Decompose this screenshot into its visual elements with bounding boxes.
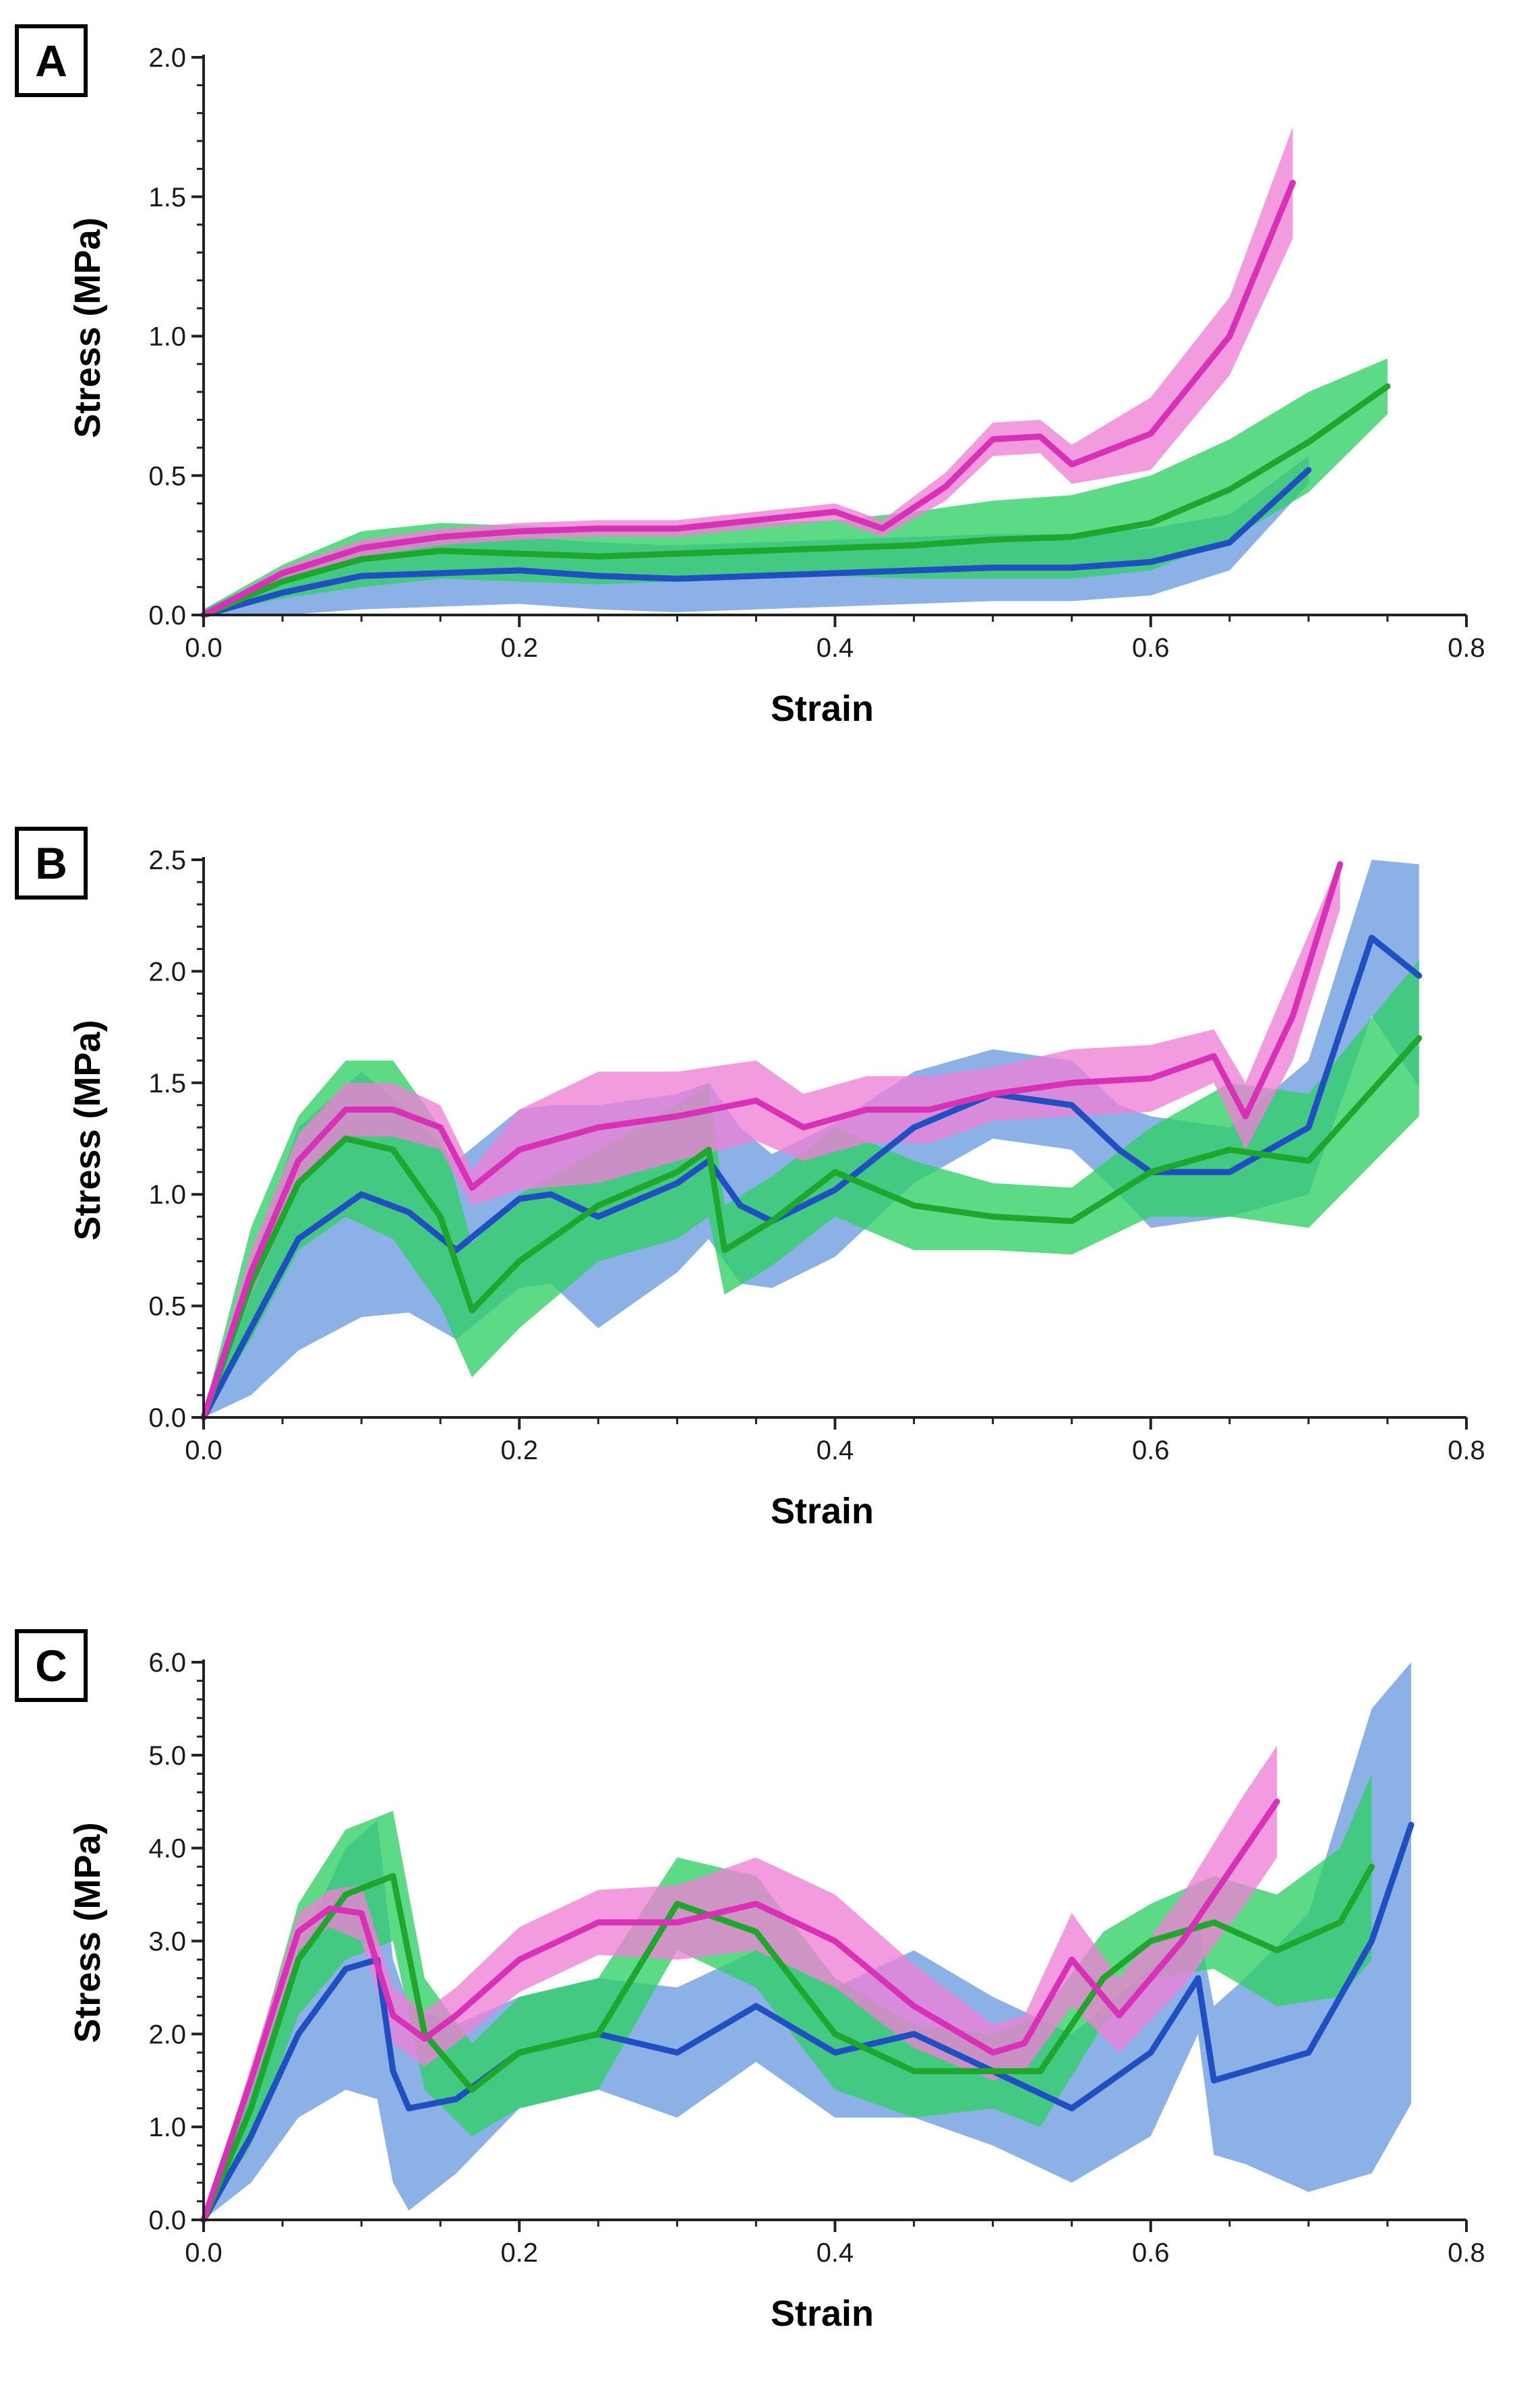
panel-c-magenta-line: [200, 1798, 1280, 2223]
panel-a-y-tick-label: 1.5: [148, 183, 186, 212]
panel-c-y-tick-label: 6.0: [148, 1648, 186, 1678]
panel-a-plot: 0.0 0.2 0.4 0.6 0.8 0.0 0.5 1.0 1.5 2.0: [148, 43, 1485, 663]
panel-a: 0.0 0.2 0.4 0.6 0.8 0.0 0.5 1.0 1.5 2.0 A Stress …: [0, 0, 1519, 802]
panel-c-y-tick-label: 3.0: [148, 1927, 186, 1957]
panel-b-green-line: [200, 1035, 1423, 1421]
panel-a-blue-line: [200, 467, 1312, 618]
panel-b-magenta-band: [204, 860, 1340, 1417]
panel-b-blue-line: [200, 935, 1423, 1421]
panel-c-plot: 0.0 0.2 0.4 0.6 0.8 0.0 1.0 2.0 3.0 4.0 5.0 6.0: [148, 1648, 1485, 2268]
panel-a-magenta-line: [200, 179, 1296, 618]
panel-a-x-axis-title: Strain: [771, 688, 874, 729]
panel-c-x-tick-label: 0.2: [500, 2238, 538, 2268]
panel-a-green-line: [200, 383, 1391, 618]
panel-a-y-tick-label: 1.0: [148, 322, 186, 352]
panel-c-label: C: [15, 1629, 88, 1702]
panel-c-blue-line: [200, 1821, 1414, 2223]
panel-a-x-tick-label: 0.2: [500, 633, 538, 663]
panel-c-magenta-band: [204, 1746, 1278, 2220]
panel-a-y-tick-label: 2.0: [148, 43, 186, 73]
panel-b-plot: 0.0 0.2 0.4 0.6 0.8 0.0 0.5 1.0 1.5 2.0 2.5: [148, 846, 1485, 1465]
panel-c-x-tick-label: 0.0: [185, 2238, 222, 2268]
panel-c-green-band: [204, 1773, 1372, 2220]
panel-b: 0.0 0.2 0.4 0.6 0.8 0.0 0.5 1.0 1.5 2.0 2.5 B Stre…: [0, 802, 1519, 1605]
panel-b-x-tick-label: 0.8: [1448, 1436, 1485, 1465]
panel-c-y-axis-title: Stress (MPa): [67, 1822, 108, 2043]
panel-a-label: A: [15, 24, 88, 97]
panel-c-x-tick-label: 0.4: [816, 2238, 854, 2268]
panel-a-y-tick-label: 0.5: [148, 461, 186, 491]
panel-c-y-tick-label: 1.0: [148, 2113, 186, 2142]
panel-c-x-tick-label: 0.6: [1132, 2238, 1170, 2268]
panel-b-y-tick-label: 0.5: [148, 1292, 186, 1322]
panel-b-y-tick-label: 0.0: [148, 1403, 186, 1433]
panel-c-x-tick-label: 0.8: [1448, 2238, 1485, 2268]
panel-c-y-tick-label: 4.0: [148, 1834, 186, 1864]
panel-b-y-tick-label: 1.0: [148, 1180, 186, 1210]
panel-a-x-tick-label: 0.8: [1448, 633, 1485, 663]
panel-c-y-tick-label: 5.0: [148, 1741, 186, 1771]
panel-c-y-tick-label: 0.0: [148, 2206, 186, 2235]
panel-a-y-tick-label: 0.0: [148, 601, 186, 630]
panel-b-x-tick-label: 0.4: [816, 1436, 854, 1465]
panel-c-y-tick-label: 2.0: [148, 2020, 186, 2049]
panel-b-y-tick-label: 2.0: [148, 957, 186, 987]
panel-b-magenta-line: [200, 861, 1344, 1421]
panel-a-x-tick-label: 0.0: [185, 633, 222, 663]
panel-b-x-axis-title: Strain: [771, 1491, 874, 1531]
panel-b-label: B: [15, 827, 88, 900]
panel-b-y-tick-label: 2.5: [148, 846, 186, 875]
panel-b-x-tick-label: 0.0: [185, 1436, 222, 1465]
panel-a-x-tick-label: 0.4: [816, 633, 854, 663]
panel-b-x-tick-label: 0.6: [1132, 1436, 1170, 1465]
panel-b-x-tick-label: 0.2: [500, 1436, 538, 1465]
panel-b-y-axis-title: Stress (MPa): [67, 1020, 108, 1241]
panel-b-y-tick-label: 1.5: [148, 1069, 186, 1098]
panel-a-x-tick-label: 0.6: [1132, 633, 1170, 663]
panel-c: 0.0 0.2 0.4 0.6 0.8 0.0 1.0 2.0 3.0 4.0 5.0 6.0 C S…: [0, 1605, 1519, 2407]
panel-a-y-axis-title: Stress (MPa): [67, 217, 108, 438]
panel-c-x-axis-title: Strain: [771, 2293, 874, 2334]
